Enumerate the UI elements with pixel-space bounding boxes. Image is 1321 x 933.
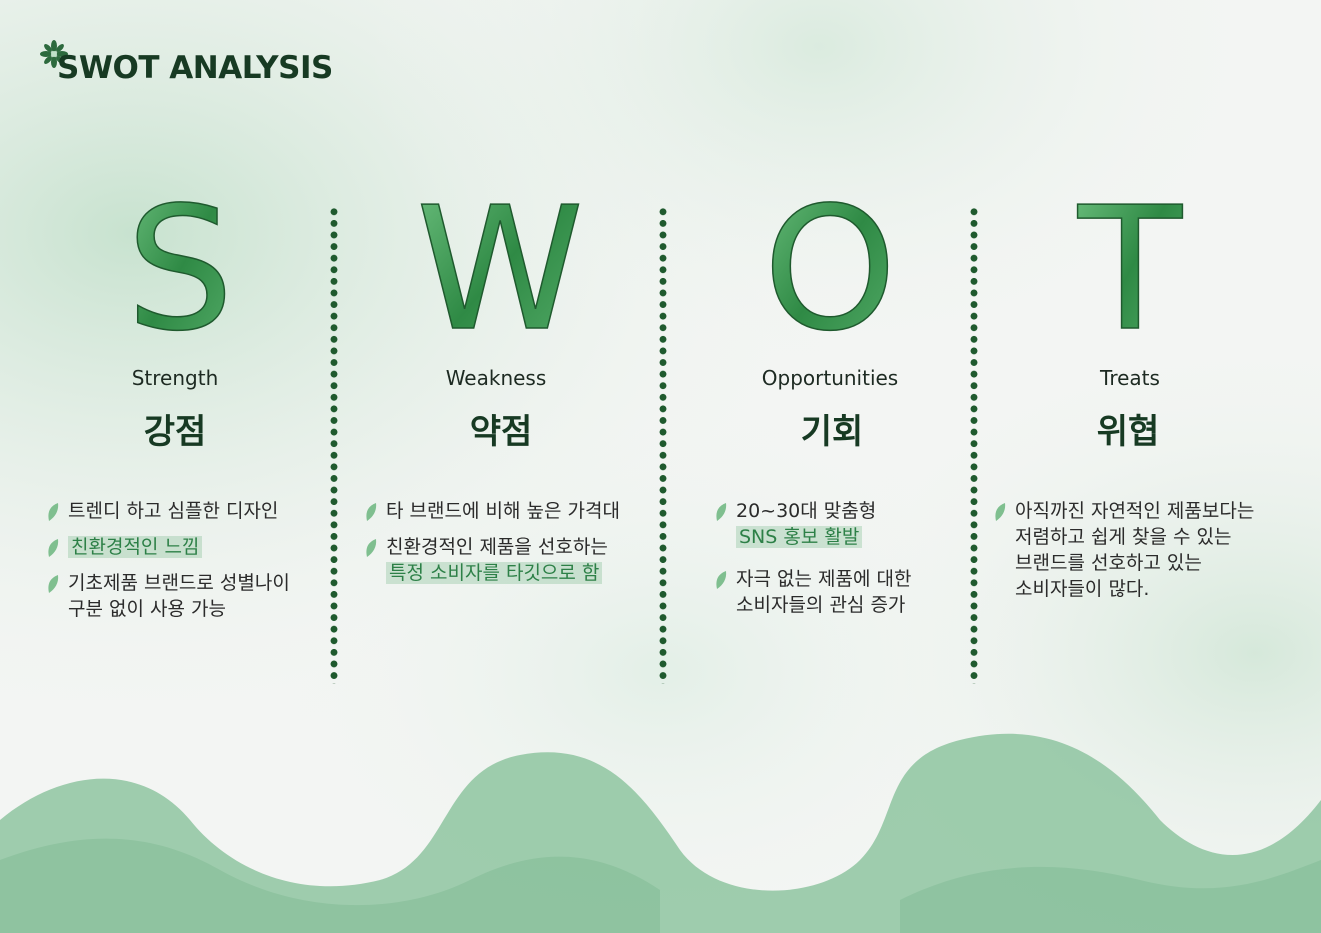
opportunities-label-en: Opportunities	[761, 366, 899, 390]
letter-o: O	[762, 200, 897, 340]
list-item: 친환경적인 제품을 선호하는 특정 소비자를 타깃으로 함	[364, 534, 654, 586]
letter-s-glyph: S	[126, 200, 234, 340]
leaf-icon	[716, 571, 727, 589]
weakness-label-en: Weakness	[445, 366, 547, 390]
list-item: 기초제품 브랜드로 성별나이 구분 없이 사용 가능	[46, 570, 316, 622]
letter-o-glyph: O	[763, 200, 897, 340]
letter-t: T	[1076, 200, 1184, 340]
strength-label-en: Strength	[131, 366, 219, 390]
star-leaf-icon	[40, 40, 68, 68]
leaf-icon	[48, 575, 59, 593]
letter-w-glyph: W	[416, 200, 584, 340]
letter-t-glyph: T	[1077, 200, 1183, 340]
strength-label-ko: 강점	[143, 412, 207, 452]
treats-bullets: 아직까진 자연적인 제품보다는 저렴하고 쉽게 찾을 수 있는 브랜드를 선호하…	[993, 498, 1303, 602]
wave-shape	[0, 733, 1321, 933]
leaf-icon	[995, 503, 1006, 521]
divider-2	[659, 206, 667, 684]
leaf-icon	[366, 539, 377, 557]
divider-3	[970, 206, 978, 684]
leaf-icon	[366, 503, 377, 521]
list-item: 20~30대 맞춤형 SNS 홍보 활발	[714, 498, 964, 550]
letter-s: S	[125, 200, 234, 340]
list-item: 아직까진 자연적인 제품보다는 저렴하고 쉽게 찾을 수 있는 브랜드를 선호하…	[993, 498, 1303, 602]
divider-1	[330, 206, 338, 684]
treats-label-en: Treats	[1100, 366, 1160, 390]
strength-bullets: 트렌디 하고 심플한 디자인 친환경적인 느낌 기초제품 브랜드로 성별나이 구…	[46, 498, 316, 622]
weakness-label-ko: 약점	[469, 412, 533, 452]
list-item: 자극 없는 제품에 대한 소비자들의 관심 증가	[714, 566, 964, 618]
list-item: 친환경적인 느낌	[46, 534, 316, 560]
letter-w: W	[415, 200, 585, 340]
leaf-icon	[48, 539, 59, 557]
leaf-icon	[716, 503, 727, 521]
leaf-icon	[48, 503, 59, 521]
list-item: 타 브랜드에 비해 높은 가격대	[364, 498, 654, 524]
opportunities-label-ko: 기회	[800, 412, 864, 452]
page-title: SWOT ANALYSIS	[57, 50, 333, 86]
weakness-bullets: 타 브랜드에 비해 높은 가격대 친환경적인 제품을 선호하는 특정 소비자를 …	[364, 498, 654, 586]
list-item: 트렌디 하고 심플한 디자인	[46, 498, 316, 524]
opportunities-bullets: 20~30대 맞춤형 SNS 홍보 활발 자극 없는 제품에 대한 소비자들의 …	[714, 498, 964, 618]
treats-label-ko: 위협	[1096, 412, 1160, 452]
